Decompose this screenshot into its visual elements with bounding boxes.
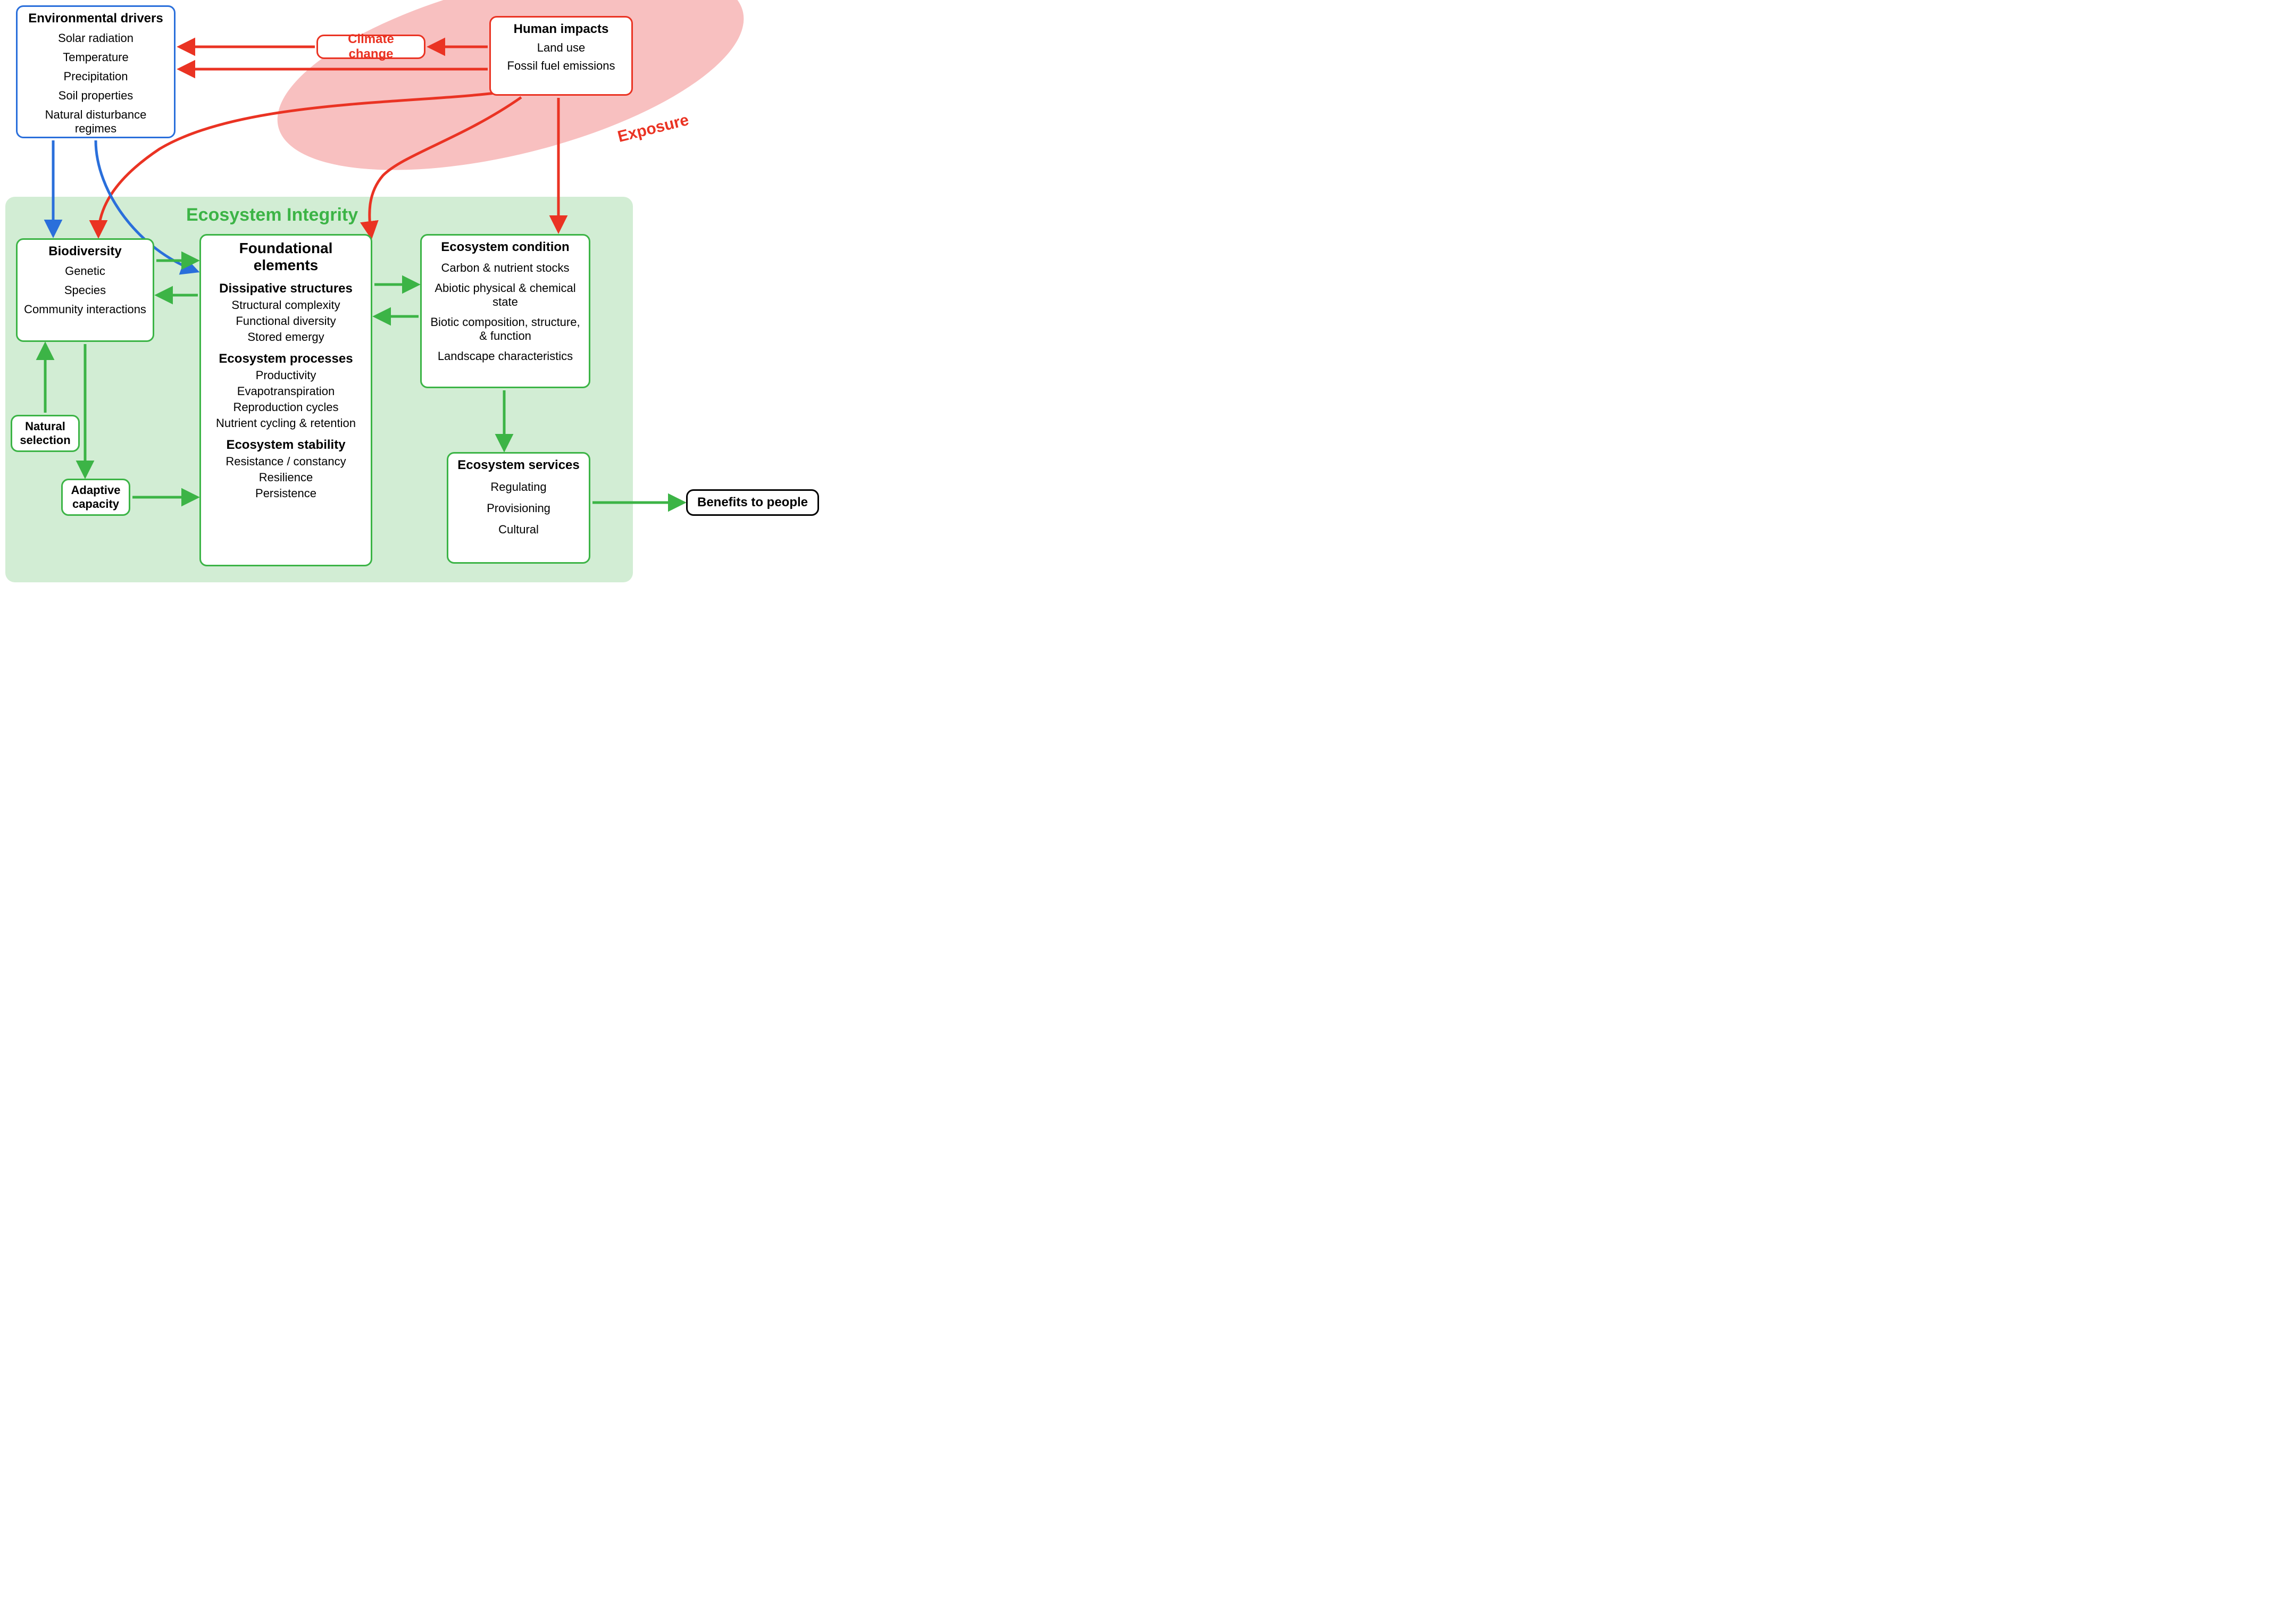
natural-selection-box: Naturalselection	[11, 415, 80, 452]
list-item: Evapotranspiration	[207, 384, 364, 398]
list-item: Functional diversity	[207, 314, 364, 328]
environmental-drivers-box: Environmental drivers Solar radiation Tem…	[16, 5, 176, 138]
adaptive-capacity-label: Adaptivecapacity	[71, 483, 121, 511]
list-item: Provisioning	[455, 501, 582, 515]
biodiversity-title: Biodiversity	[24, 244, 146, 259]
list-item: Cultural	[455, 523, 582, 537]
list-item: Land use	[497, 41, 625, 55]
biodiversity-box: Biodiversity Genetic Species Community int…	[16, 238, 154, 342]
list-item: Persistence	[207, 487, 364, 500]
environmental-drivers-title: Environmental drivers	[24, 11, 168, 26]
section-heading: Ecosystem stability	[207, 438, 364, 453]
list-item: Landscape characteristics	[428, 349, 582, 363]
list-item: Regulating	[455, 480, 582, 494]
human-impacts-title: Human impacts	[497, 22, 625, 37]
list-item: Natural disturbance regimes	[24, 108, 168, 136]
list-item: Resilience	[207, 471, 364, 484]
climate-change-box: Climate change	[316, 35, 425, 59]
adaptive-capacity-box: Adaptivecapacity	[61, 479, 130, 516]
list-item: Reproduction cycles	[207, 400, 364, 414]
ecosystem-services-box: Ecosystem services Regulating Provisionin…	[447, 452, 590, 564]
list-item: Abiotic physical & chemical state	[428, 281, 582, 309]
list-item: Precipitation	[24, 70, 168, 83]
ecosystem-condition-box: Ecosystem condition Carbon & nutrient st…	[420, 234, 590, 388]
benefits-to-people-box: Benefits to people	[686, 489, 819, 516]
ecosystem-condition-title: Ecosystem condition	[428, 240, 582, 255]
ecosystem-services-title: Ecosystem services	[455, 458, 582, 473]
list-item: Fossil fuel emissions	[497, 59, 625, 73]
list-item: Community interactions	[24, 303, 146, 316]
exposure-label: Exposure	[616, 111, 691, 146]
list-item: Temperature	[24, 51, 168, 64]
list-item: Nutrient cycling & retention	[207, 416, 364, 430]
natural-selection-label: Naturalselection	[20, 420, 70, 447]
list-item: Productivity	[207, 369, 364, 382]
list-item: Structural complexity	[207, 298, 364, 312]
list-item: Species	[24, 283, 146, 297]
section-heading: Ecosystem processes	[207, 352, 364, 366]
climate-change-label: Climate change	[325, 32, 416, 62]
list-item: Biotic composition, structure, & functio…	[428, 315, 582, 343]
list-item: Solar radiation	[24, 31, 168, 45]
human-impacts-box: Human impacts Land use Fossil fuel emissi…	[489, 16, 633, 96]
list-item: Carbon & nutrient stocks	[428, 261, 582, 275]
foundational-elements-title: Foundational elements	[207, 240, 364, 274]
section-heading: Dissipative structures	[207, 281, 364, 296]
list-item: Soil properties	[24, 89, 168, 103]
ecosystem-integrity-label: Ecosystem Integrity	[186, 205, 358, 225]
list-item: Genetic	[24, 264, 146, 278]
list-item: Stored emergy	[207, 330, 364, 344]
benefits-to-people-label: Benefits to people	[697, 495, 808, 510]
diagram-stage: Ecosystem Integrity Exposure Environment…	[0, 0, 836, 587]
foundational-elements-box: Foundational elements Dissipative struct…	[199, 234, 372, 566]
list-item: Resistance / constancy	[207, 455, 364, 469]
